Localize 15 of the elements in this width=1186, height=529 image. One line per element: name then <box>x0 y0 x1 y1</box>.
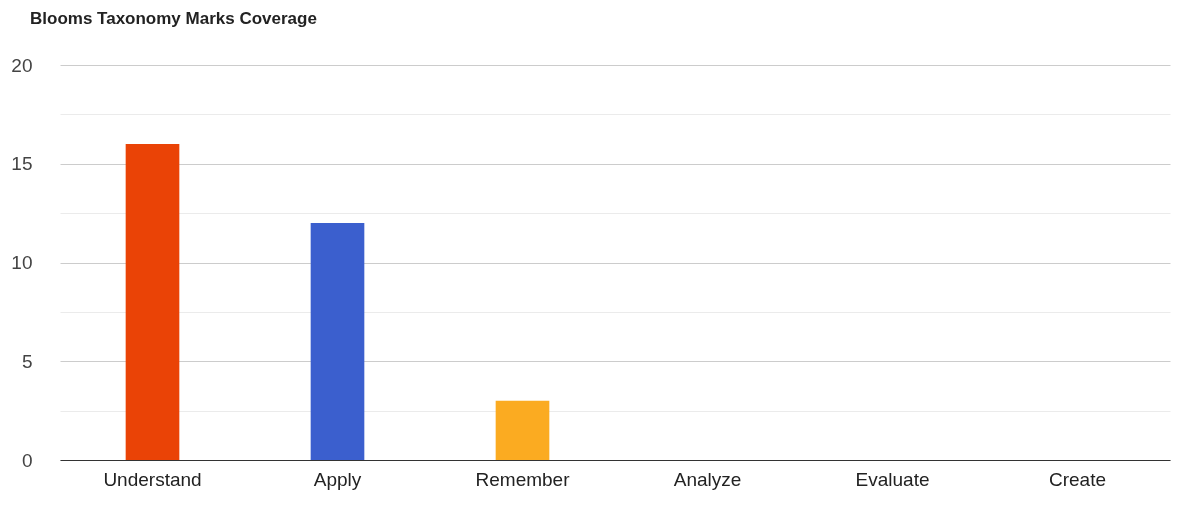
bar <box>125 144 180 460</box>
chart-title: Blooms Taxonomy Marks Coverage <box>30 9 317 28</box>
bar <box>495 400 550 460</box>
y-tick-label: 5 <box>21 350 33 372</box>
y-tick-label: 10 <box>11 252 33 273</box>
bar <box>310 223 365 460</box>
x-tick-label: Understand <box>103 468 202 490</box>
x-tick-label: Remember <box>475 468 571 490</box>
y-tick-label: 15 <box>11 153 33 175</box>
x-tick-label: Analyze <box>673 468 742 490</box>
x-tick-label: Evaluate <box>855 468 930 490</box>
x-tick-label: Create <box>1048 468 1107 490</box>
y-tick-label: 20 <box>11 54 33 76</box>
x-tick-label: Apply <box>313 468 362 490</box>
y-tick-label: 0 <box>21 449 33 471</box>
